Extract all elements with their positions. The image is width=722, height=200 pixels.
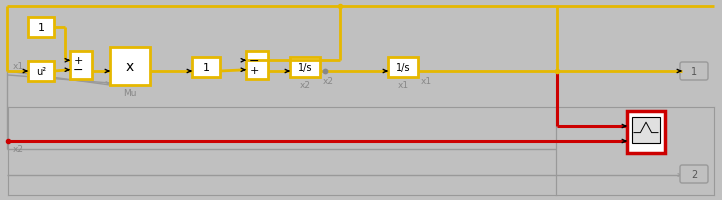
FancyBboxPatch shape bbox=[680, 165, 708, 183]
Bar bbox=[110, 48, 150, 86]
Text: 1: 1 bbox=[202, 63, 209, 73]
Text: x1: x1 bbox=[420, 77, 432, 86]
Bar bbox=[28, 18, 54, 38]
Text: x1: x1 bbox=[13, 62, 24, 71]
Bar bbox=[28, 62, 54, 82]
Text: 2: 2 bbox=[691, 169, 697, 179]
FancyBboxPatch shape bbox=[680, 63, 708, 81]
Text: −: − bbox=[73, 64, 83, 77]
Bar bbox=[192, 58, 220, 78]
Text: u²: u² bbox=[36, 67, 46, 77]
Bar bbox=[70, 52, 92, 80]
Text: 1: 1 bbox=[691, 67, 697, 77]
Text: +: + bbox=[74, 56, 83, 66]
Bar bbox=[246, 52, 268, 80]
Text: x2: x2 bbox=[13, 145, 24, 154]
Bar bbox=[388, 58, 418, 78]
Text: 1/s: 1/s bbox=[297, 63, 312, 73]
Bar bbox=[627, 111, 665, 153]
Text: x: x bbox=[126, 60, 134, 74]
Text: +: + bbox=[249, 65, 258, 75]
Bar bbox=[632, 117, 660, 143]
Text: −: − bbox=[249, 54, 259, 67]
Bar bbox=[290, 58, 320, 78]
Text: 1/s: 1/s bbox=[396, 63, 410, 73]
Text: x2: x2 bbox=[323, 77, 334, 86]
Text: x1: x1 bbox=[397, 81, 409, 90]
Text: 1: 1 bbox=[38, 23, 45, 33]
Text: Mu: Mu bbox=[123, 89, 136, 98]
Text: x2: x2 bbox=[300, 81, 310, 90]
